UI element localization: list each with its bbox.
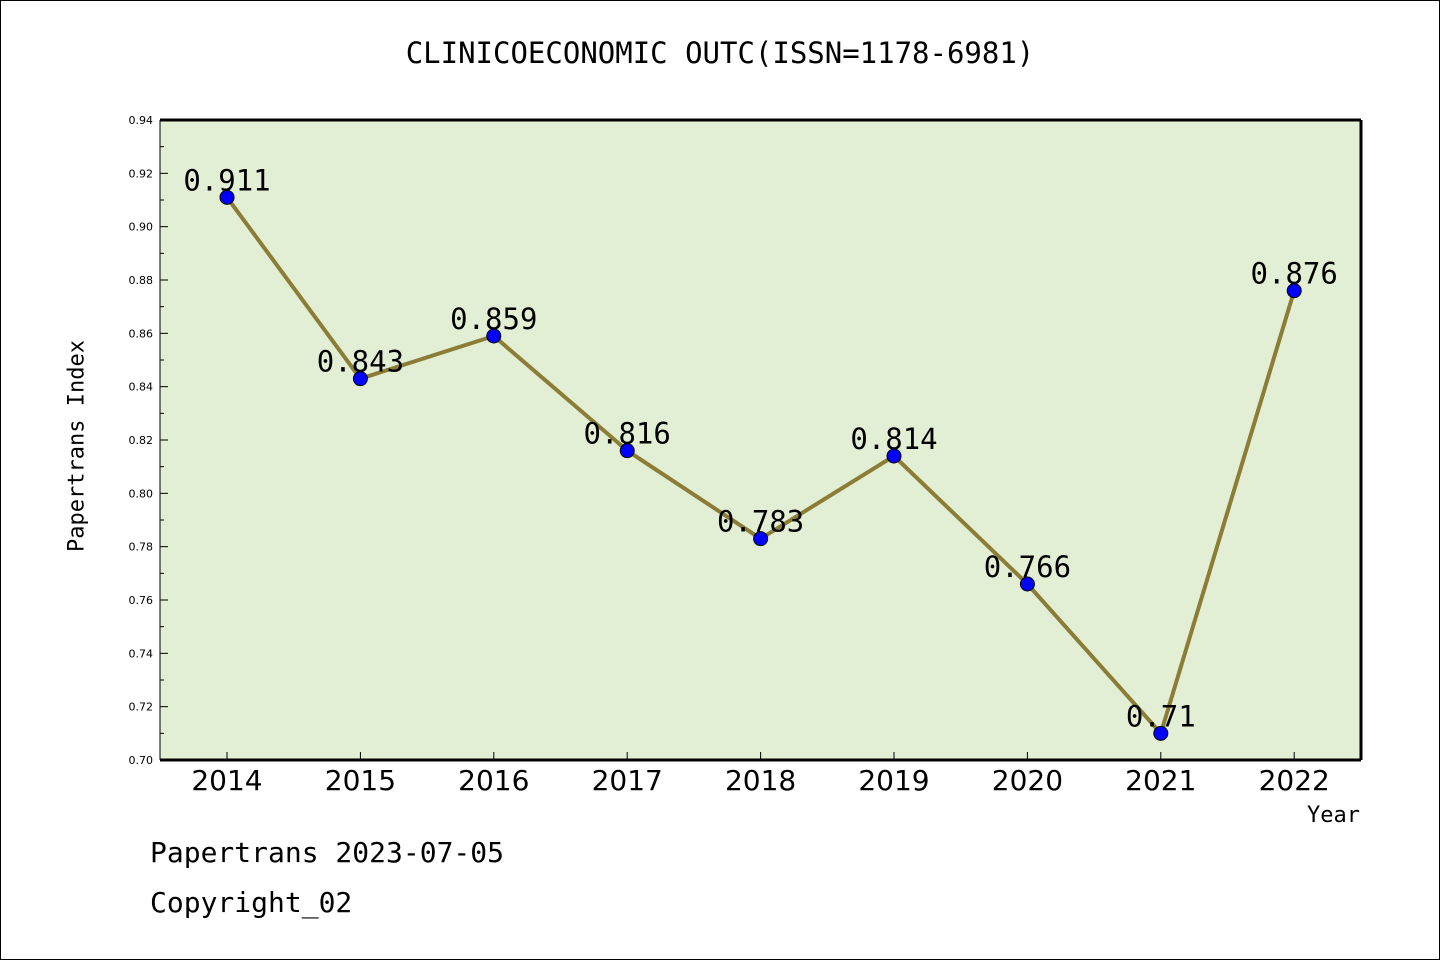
- data-point: [753, 531, 769, 547]
- x-tick-label: 2022: [1259, 764, 1330, 797]
- data-label: 0.766: [984, 550, 1071, 584]
- data-label: 0.814: [850, 422, 937, 456]
- data-label: 0.783: [717, 505, 804, 539]
- x-tick-label: 2016: [458, 764, 529, 797]
- plot-area: [160, 120, 1361, 760]
- data-label: 0.876: [1251, 257, 1338, 291]
- footer-copyright: Copyright_02: [150, 886, 353, 919]
- y-tick-label: 0.76: [129, 594, 154, 607]
- data-point: [352, 371, 368, 387]
- data-label: 0.843: [317, 345, 404, 379]
- data-label: 0.859: [450, 302, 537, 336]
- y-tick-label: 0.90: [129, 221, 154, 234]
- y-tick-label: 0.80: [129, 487, 154, 500]
- x-tick-label: 2019: [858, 764, 929, 797]
- y-tick-label: 0.70: [129, 754, 154, 767]
- y-tick-label: 0.78: [129, 541, 154, 554]
- y-tick-label: 0.92: [129, 167, 154, 180]
- x-tick-label: 2017: [592, 764, 663, 797]
- data-point: [619, 443, 635, 459]
- y-tick-label: 0.82: [129, 434, 154, 447]
- data-point: [1286, 283, 1302, 299]
- data-label: 0.816: [584, 417, 671, 451]
- x-tick-label: 2015: [325, 764, 396, 797]
- data-point: [886, 448, 902, 464]
- data-label: 0.911: [183, 163, 270, 197]
- x-tick-label: 2021: [1125, 764, 1196, 797]
- data-point: [219, 189, 235, 205]
- x-axis-label: Year: [1307, 803, 1360, 828]
- y-tick-label: 0.84: [129, 381, 154, 394]
- x-tick-label: 2018: [725, 764, 796, 797]
- data-label: 0.71: [1126, 699, 1196, 733]
- y-tick-label: 0.88: [129, 274, 154, 287]
- y-tick-label: 0.94: [129, 114, 154, 127]
- footer-date-stamp: Papertrans 2023-07-05: [150, 836, 505, 869]
- y-tick-label: 0.74: [129, 647, 154, 660]
- data-point: [1019, 576, 1035, 592]
- data-point: [486, 328, 502, 344]
- data-point: [1153, 725, 1169, 741]
- y-tick-label: 0.86: [129, 327, 154, 340]
- x-tick-label: 2020: [992, 764, 1063, 797]
- y-tick-label: 0.72: [129, 701, 154, 714]
- chart-title: CLINICOECONOMIC OUTC(ISSN=1178-6981): [405, 36, 1035, 70]
- x-tick-label: 2014: [191, 764, 262, 797]
